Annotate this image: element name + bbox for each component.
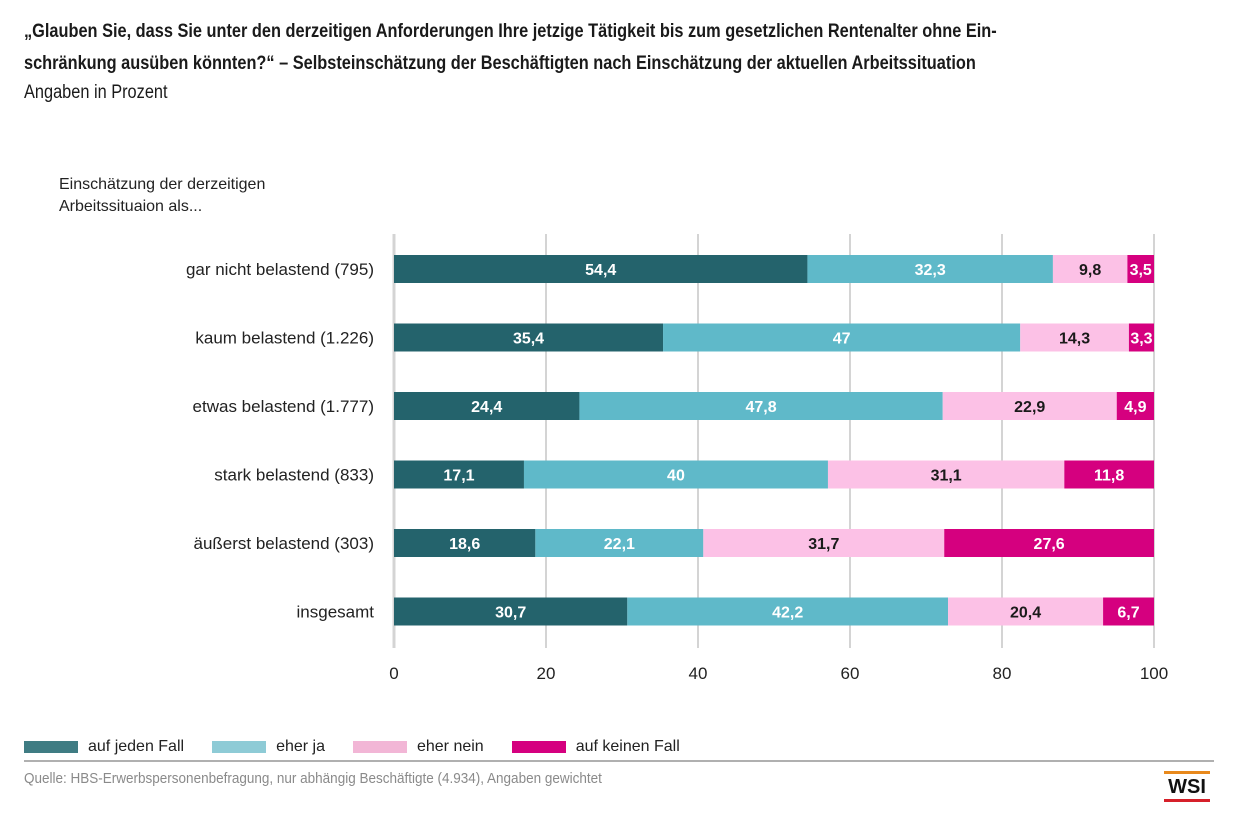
data-label: 22,9 <box>1014 399 1045 416</box>
legend-swatch <box>352 741 407 753</box>
legend-swatch <box>511 741 566 753</box>
data-label: 4,9 <box>1124 399 1146 416</box>
data-label: 18,6 <box>449 536 480 553</box>
bar-segment <box>703 529 945 557</box>
data-label: 35,4 <box>513 331 544 348</box>
data-label: 40 <box>667 468 685 485</box>
data-label: 20,4 <box>1010 605 1041 622</box>
data-label: 31,7 <box>808 536 839 553</box>
category-label: gar nicht belastend (795) <box>186 260 374 279</box>
bar-segment <box>394 597 628 626</box>
x-tick-labels: 0 20 40 60 80 100 <box>389 664 1168 683</box>
data-label: 42,2 <box>772 605 803 622</box>
chart-title: „Glauben Sie, dass Sie unter den derzeit… <box>24 16 1047 80</box>
x-tick-label: 20 <box>537 664 556 683</box>
bar-segment <box>535 529 704 557</box>
data-label: 3,3 <box>1130 331 1152 348</box>
bars: 54,4 32,3 9,8 3,5 35,4 47 14,3 3,3 24,4 47,8 22,9 4… <box>394 255 1154 626</box>
category-label: etwas belastend (1.777) <box>193 397 374 416</box>
bar-segment <box>948 597 1104 626</box>
x-tick-label: 0 <box>389 664 398 683</box>
data-label: 30,7 <box>495 605 526 622</box>
legend-item: auf jeden Fall <box>24 738 184 756</box>
bar-segment <box>663 323 1021 352</box>
legend-swatch <box>24 741 78 753</box>
data-label: 27,6 <box>1034 536 1065 553</box>
legend: auf jeden Fall eher ja eher nein auf kei… <box>24 738 708 756</box>
y-axis-caption-line-2: Arbeitssituaion als... <box>59 198 203 215</box>
data-label: 9,8 <box>1079 262 1101 279</box>
chart-subtitle: Angaben in Prozent <box>24 82 168 103</box>
chart-title-line-1: „Glauben Sie, dass Sie unter den derzeit… <box>24 21 997 42</box>
x-tick-label: 80 <box>993 664 1012 683</box>
data-label: 3,5 <box>1130 262 1152 279</box>
x-tick-label: 100 <box>1140 664 1168 683</box>
category-label: stark belastend (833) <box>214 466 374 485</box>
chart-title-line-2: schränkung ausüben könnten?“ – Selbstein… <box>24 53 976 74</box>
data-label: 17,1 <box>443 468 474 485</box>
gridlines <box>392 234 1155 648</box>
logo-bar-top <box>1164 771 1210 774</box>
data-label: 14,3 <box>1059 331 1090 348</box>
x-tick-label: 40 <box>689 664 708 683</box>
data-label: 22,1 <box>604 536 635 553</box>
bar-segment <box>1128 323 1154 352</box>
data-label: 47,8 <box>746 399 777 416</box>
legend-label: auf jeden Fall <box>88 738 185 755</box>
bar-segment <box>394 392 580 420</box>
bar-segment <box>394 255 808 283</box>
y-axis-caption: Einschätzung der derzeitigen Arbeitssitu… <box>59 174 265 218</box>
data-label: 47 <box>833 331 851 348</box>
bar-segment <box>523 460 828 489</box>
bar-segment <box>807 255 1053 283</box>
bar-segment <box>827 460 1065 489</box>
category-labels: gar nicht belastend (795) kaum belastend … <box>186 260 374 622</box>
bar-segment <box>394 529 536 557</box>
legend-label: auf keinen Fall <box>575 738 680 755</box>
data-label: 11,8 <box>1094 468 1124 485</box>
bar-segment <box>579 392 943 420</box>
logo-bar-bottom <box>1164 799 1210 802</box>
data-label: 6,7 <box>1117 605 1139 622</box>
bar-segment <box>1064 460 1154 489</box>
bar-segment <box>942 392 1117 420</box>
logo-text: WSI <box>1168 776 1206 798</box>
stacked-bar-chart: 54,4 32,3 9,8 3,5 35,4 47 14,3 3,3 24,4 47,8 22,9 4… <box>186 234 1168 683</box>
bar-segment <box>1116 392 1154 420</box>
data-label: 32,3 <box>915 262 946 279</box>
bar-segment <box>394 323 664 352</box>
bar-segment <box>944 529 1154 557</box>
y-axis-caption-line-1: Einschätzung der derzeitigen <box>59 176 266 193</box>
data-label: 24,4 <box>471 399 502 416</box>
footer-divider <box>24 760 1214 762</box>
legend-swatch <box>212 741 267 753</box>
source-note: Quelle: HBS-Erwerbspersonenbefragung, nu… <box>24 770 602 787</box>
bar-segment <box>1052 255 1128 283</box>
x-tick-label: 60 <box>841 664 860 683</box>
bar-segment <box>394 460 524 489</box>
bar-segment <box>1020 323 1129 352</box>
legend-item: eher nein <box>352 738 484 756</box>
legend-label: eher nein <box>416 738 484 755</box>
data-label: 54,4 <box>585 262 616 279</box>
legend-item: auf keinen Fall <box>511 738 680 756</box>
category-label: äußerst belastend (303) <box>194 534 375 553</box>
category-label: kaum belastend (1.226) <box>195 329 374 348</box>
legend-label: eher ja <box>276 738 325 755</box>
bar-segment <box>627 597 949 626</box>
bar-segment <box>1103 597 1154 626</box>
bar-segment <box>1127 255 1154 283</box>
legend-item: eher ja <box>212 738 325 756</box>
wsi-logo: WSI <box>1164 771 1210 803</box>
data-label: 31,1 <box>931 468 962 485</box>
category-label: insgesamt <box>297 603 375 622</box>
